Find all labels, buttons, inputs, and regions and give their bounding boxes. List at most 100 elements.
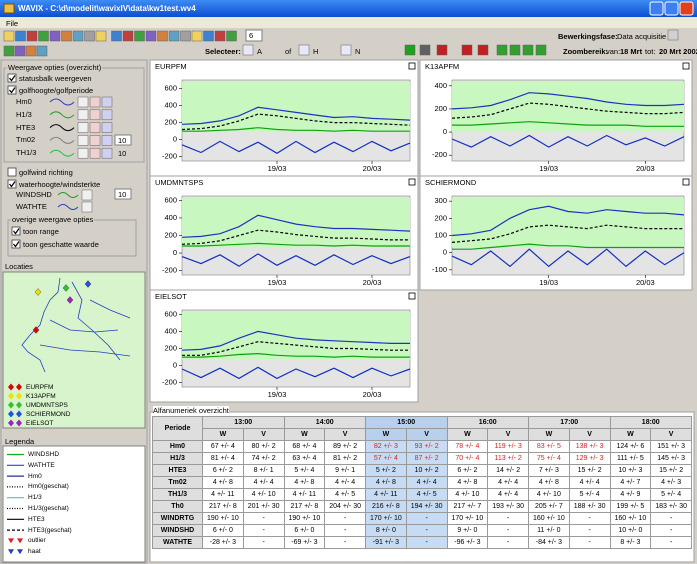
input-value[interactable]: 10 <box>118 190 127 199</box>
toolbar-button[interactable] <box>61 30 72 42</box>
checkbox[interactable] <box>7 179 17 189</box>
legend-label: HTE3(geschat) <box>28 526 72 534</box>
action-button[interactable] <box>461 44 473 56</box>
series-toggle[interactable] <box>89 135 101 146</box>
toolbar-button[interactable] <box>191 30 203 42</box>
action-button[interactable] <box>436 44 448 56</box>
spin-box[interactable] <box>245 29 263 42</box>
map-marker[interactable] <box>62 284 70 292</box>
series-toggle[interactable] <box>77 122 89 133</box>
checkbox[interactable] <box>7 85 17 95</box>
toolbar-button[interactable] <box>134 30 145 42</box>
series-toggle[interactable] <box>89 147 101 159</box>
action-button[interactable] <box>535 44 547 56</box>
toolbar-button[interactable] <box>203 30 214 42</box>
select-button[interactable] <box>242 44 254 56</box>
toolbar-button[interactable] <box>157 30 168 42</box>
toolbar-button[interactable] <box>180 30 191 42</box>
toolbar-button[interactable] <box>168 30 180 42</box>
panel-button[interactable] <box>408 292 416 300</box>
toolbar-button[interactable] <box>38 30 49 42</box>
menu-item[interactable]: File <box>6 19 19 28</box>
toolbar-button[interactable] <box>111 30 122 42</box>
checkbox[interactable] <box>11 226 21 236</box>
toolbar-button[interactable] <box>3 45 15 57</box>
action-button[interactable] <box>404 44 416 56</box>
toolbar-button[interactable] <box>84 30 95 42</box>
chart-title: UMDMNTSPS <box>155 178 203 187</box>
table-cell: - <box>650 512 692 525</box>
series-toggle[interactable] <box>101 96 113 108</box>
location-name[interactable]: EIELSOT <box>26 420 54 427</box>
checkbox[interactable] <box>11 239 21 249</box>
toolbar-button[interactable] <box>3 30 15 42</box>
series-toggle[interactable] <box>77 96 89 108</box>
series-toggle[interactable] <box>81 201 93 213</box>
series-toggle[interactable] <box>101 109 113 121</box>
action-button[interactable] <box>496 44 508 56</box>
panel-button[interactable] <box>682 178 690 186</box>
location-name[interactable]: SCHIERMOND <box>26 411 71 418</box>
location-name[interactable]: UMDMNTSPS <box>26 402 68 409</box>
row-label: Tm02 <box>152 476 203 489</box>
location-swatch <box>8 383 22 391</box>
maximize-button[interactable] <box>664 1 679 16</box>
series-toggle[interactable] <box>101 135 113 146</box>
toolbar-button[interactable] <box>25 45 37 57</box>
series-toggle[interactable] <box>77 147 89 159</box>
select-item[interactable]: H <box>313 47 319 56</box>
toolbar-button[interactable] <box>226 30 237 42</box>
toolbar-button[interactable] <box>214 30 226 42</box>
legend-label: HTE3 <box>28 515 45 523</box>
number-input[interactable] <box>114 188 132 200</box>
toolbar-button[interactable] <box>14 45 26 57</box>
series-toggle[interactable] <box>89 122 101 133</box>
close-button[interactable] <box>679 1 694 16</box>
toolbar-button[interactable] <box>49 30 61 42</box>
number-input[interactable] <box>114 134 132 146</box>
panel-button[interactable] <box>682 62 690 70</box>
series-toggle[interactable] <box>101 122 113 133</box>
subheader: V <box>405 428 448 441</box>
series-toggle[interactable] <box>77 109 89 121</box>
series-toggle[interactable] <box>81 189 93 201</box>
minimize-button[interactable] <box>649 1 664 16</box>
toolbar-button[interactable] <box>15 30 26 42</box>
table-cell: 14 +/- 2 <box>487 464 529 477</box>
toolbar-button[interactable] <box>26 30 38 42</box>
location-name[interactable]: K13APFM <box>26 393 56 400</box>
map-marker[interactable] <box>66 296 74 304</box>
select-button[interactable] <box>298 44 310 56</box>
map-marker[interactable] <box>84 280 92 288</box>
select-item[interactable]: A <box>257 47 263 56</box>
action-button[interactable] <box>522 44 534 56</box>
select-item[interactable]: N <box>355 47 361 56</box>
map-marker[interactable] <box>32 326 40 334</box>
checkbox[interactable] <box>7 167 17 177</box>
toolbar-button[interactable] <box>122 30 134 42</box>
toolbar-button[interactable] <box>95 30 107 42</box>
header-row: Periode 13:00 14:00 15:00 16:00 17:00 18:00 <box>152 416 692 441</box>
series-toggle[interactable] <box>89 96 101 108</box>
table-cell: 4 +/- 10 <box>528 488 570 501</box>
table-cell: - <box>487 524 529 537</box>
toolbar-button[interactable] <box>72 30 84 42</box>
toolbar-button[interactable] <box>145 30 157 42</box>
map-marker[interactable] <box>34 288 42 296</box>
toolbar-button[interactable] <box>36 45 48 57</box>
panel-button[interactable] <box>408 178 416 186</box>
action-button[interactable] <box>477 44 489 56</box>
input-value[interactable]: 10 <box>118 136 127 145</box>
series-toggle[interactable] <box>101 147 113 159</box>
location-name[interactable]: EURPFM <box>26 384 54 391</box>
period-header: 13:00 <box>202 416 285 429</box>
checkbox[interactable] <box>7 73 17 83</box>
series-toggle[interactable] <box>89 109 101 121</box>
phase-button[interactable] <box>667 29 679 41</box>
action-button[interactable] <box>419 44 431 56</box>
spin-value[interactable]: 6 <box>249 31 254 40</box>
action-button[interactable] <box>509 44 521 56</box>
series-toggle[interactable] <box>77 135 89 146</box>
select-button[interactable] <box>340 44 352 56</box>
panel-button[interactable] <box>408 62 416 70</box>
